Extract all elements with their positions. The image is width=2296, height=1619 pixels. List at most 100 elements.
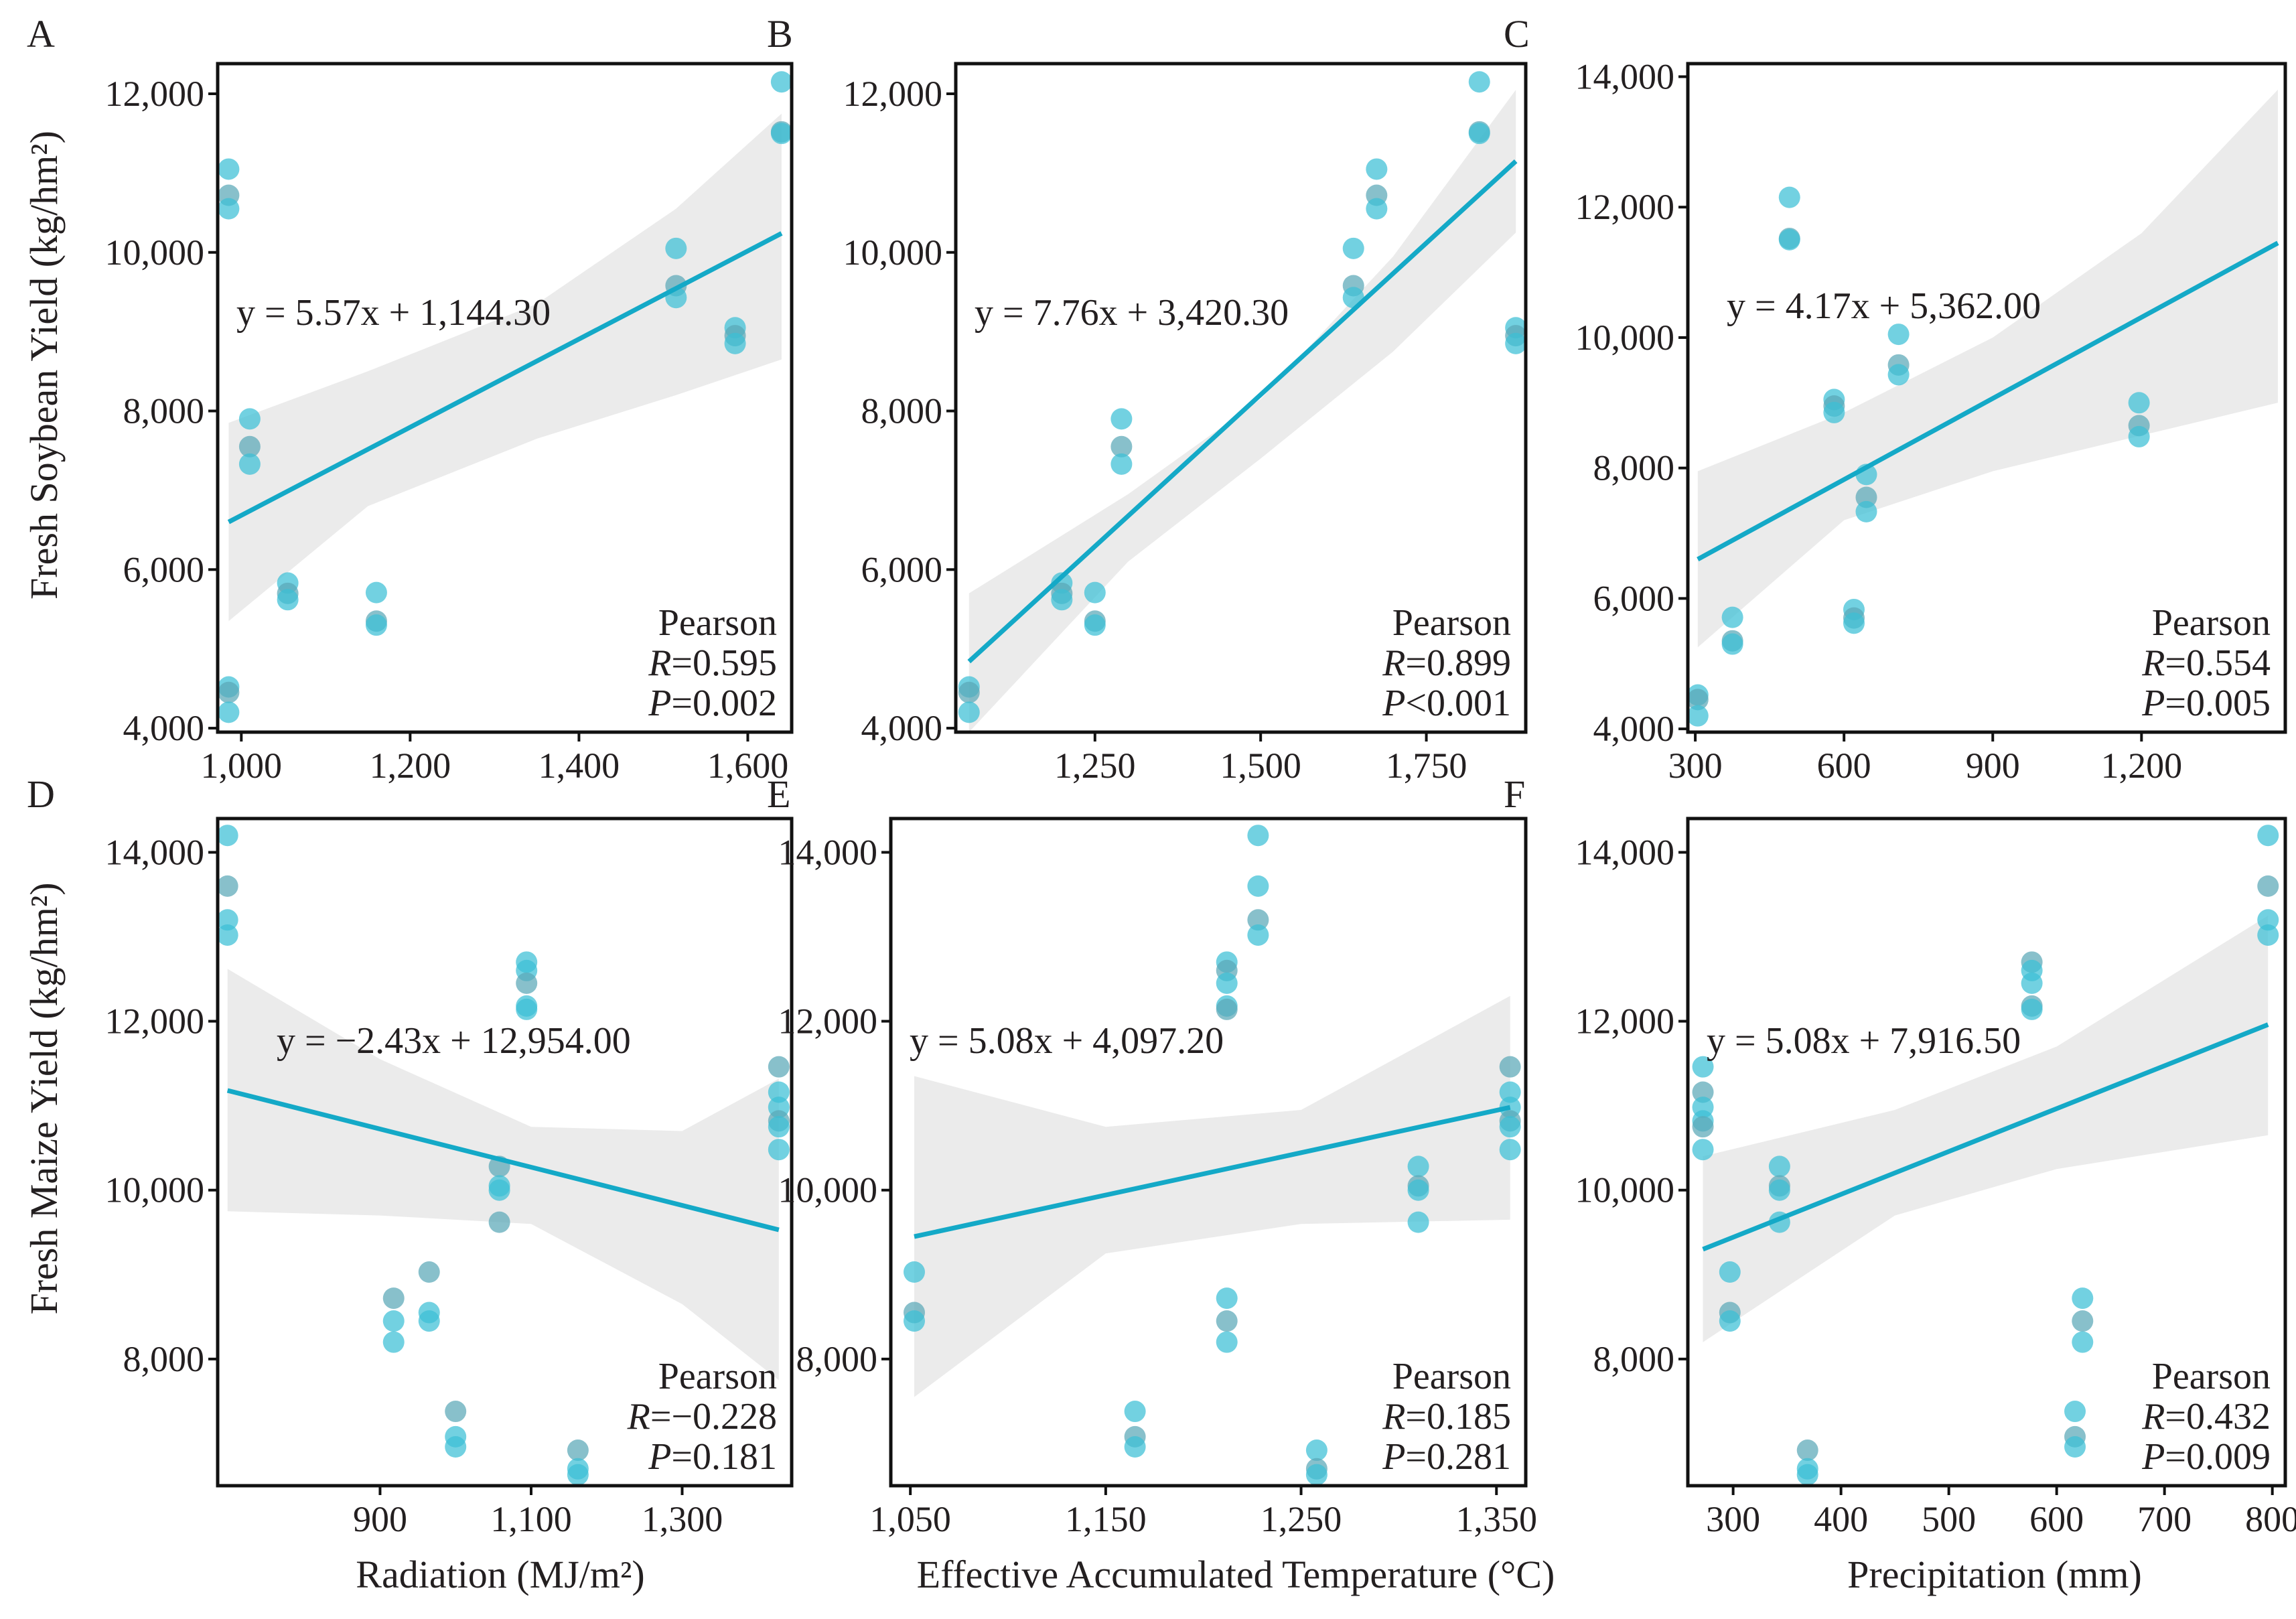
- y-tick-label: 6,000: [123, 549, 205, 589]
- confidence-band: [914, 995, 1510, 1397]
- panel-e: 8,000 10,000 12,000 14,000 1,050 1,150 1,250 1,…: [767, 772, 1537, 1539]
- x-tick-label: 600: [1817, 746, 1871, 786]
- pearson-p: P=0.005: [2141, 683, 2271, 724]
- data-point: [2257, 924, 2279, 946]
- data-point: [218, 681, 240, 703]
- data-point: [2064, 1436, 2086, 1458]
- x-tick-label: 1,500: [1220, 746, 1301, 786]
- data-point: [1687, 689, 1709, 711]
- data-point: [1124, 1436, 1146, 1458]
- data-point: [516, 972, 538, 994]
- y-tick-label: 8,000: [1593, 1339, 1675, 1379]
- regression-equation: y = 5.08x + 7,916.50: [1707, 1020, 2021, 1062]
- data-point: [958, 701, 980, 723]
- y-tick-label: 8,000: [1593, 448, 1675, 488]
- plot-frame: [1686, 817, 2287, 1488]
- data-point: [1305, 1439, 1328, 1462]
- data-point: [1247, 875, 1269, 897]
- panel-letter: D: [27, 772, 55, 816]
- x-tick-label: 1,400: [539, 746, 620, 786]
- pearson-title: Pearson: [1392, 1356, 1511, 1397]
- p-value: <0.001: [1405, 683, 1511, 724]
- plot-frame: [216, 62, 794, 734]
- plot-frame: [954, 62, 1528, 734]
- pearson-p: P=0.009: [2141, 1436, 2271, 1478]
- data-point: [1796, 1464, 1818, 1486]
- data-point: [365, 581, 387, 604]
- data-point: [1084, 614, 1106, 636]
- x-tick-label: 1,150: [1065, 1499, 1147, 1539]
- data-point: [904, 1261, 926, 1283]
- data-point: [1768, 1179, 1790, 1201]
- data-point: [1305, 1464, 1328, 1486]
- regression-equation: y = 5.08x + 4,097.20: [910, 1020, 1224, 1062]
- y-tick-label: 6,000: [1593, 578, 1675, 618]
- data-point: [2128, 392, 2150, 414]
- data-point: [1216, 998, 1238, 1020]
- regression-equation: y = 4.17x + 5,362.00: [1727, 285, 2041, 327]
- x-tick-label: 1,300: [642, 1499, 723, 1539]
- pearson-r: R=0.899: [1382, 642, 1511, 684]
- y-tick-label: 10,000: [843, 232, 943, 273]
- data-point: [770, 123, 792, 145]
- data-point: [2072, 1331, 2094, 1353]
- p-value: =0.005: [2165, 683, 2271, 724]
- data-point: [216, 825, 238, 847]
- x-tick-label: 1,600: [707, 746, 789, 786]
- x-tick-label: 1,200: [370, 746, 451, 786]
- y-tick-label: 8,000: [861, 391, 943, 431]
- data-point: [1110, 435, 1133, 457]
- y-tick-label: 10,000: [105, 232, 205, 273]
- data-point: [1887, 324, 1910, 346]
- panel-c: 4,000 6,000 8,000 10,000 12,000 14,000 300 600 9…: [1504, 12, 2287, 786]
- data-point: [2257, 909, 2279, 931]
- data-point: [2128, 425, 2150, 447]
- pearson-title: Pearson: [2152, 1356, 2271, 1397]
- plot-frame: [1686, 62, 2287, 734]
- data-point: [1505, 332, 1527, 354]
- pearson-p: P=0.002: [648, 683, 777, 724]
- x-tick-label: 1,350: [1455, 1499, 1537, 1539]
- data-point: [1692, 1056, 1714, 1078]
- data-point: [488, 1179, 510, 1201]
- confidence-band: [1697, 89, 2278, 648]
- data-point: [1084, 581, 1106, 604]
- x-tick-label: 1,750: [1386, 746, 1467, 786]
- panel-b: 4,000 6,000 8,000 10,000 12,000 1,250 1,500 1,7…: [767, 12, 1528, 786]
- x-tick-label: 600: [2029, 1499, 2084, 1539]
- x-axis-title-radiation: Radiation (MJ/m²): [356, 1553, 644, 1596]
- y-tick-label: 12,000: [105, 74, 205, 114]
- p-symbol: P: [1382, 1436, 1405, 1478]
- data-point: [567, 1439, 589, 1462]
- panel-letter: F: [1504, 772, 1525, 816]
- y-tick-label: 4,000: [1593, 709, 1675, 749]
- panels: 4,000 6,000 8,000 10,000 12,000 1,000 1,200 1,4…: [27, 12, 2296, 1539]
- y-axis-title-maize: Fresh Maize Yield (kg/hm²): [22, 882, 66, 1314]
- y-tick-label: 12,000: [778, 1001, 878, 1042]
- y-tick-label: 4,000: [861, 708, 943, 748]
- data-point: [1721, 606, 1743, 628]
- data-point: [488, 1211, 510, 1233]
- y-tick-label: 10,000: [1575, 318, 1675, 358]
- p-value: =0.181: [671, 1436, 777, 1478]
- pearson-p: P=0.181: [648, 1436, 777, 1478]
- p-symbol: P: [648, 1436, 671, 1478]
- r-value: =0.432: [2165, 1396, 2271, 1437]
- data-point: [1247, 825, 1269, 847]
- y-tick-label: 12,000: [105, 1001, 205, 1042]
- data-point: [382, 1310, 405, 1332]
- data-point: [2257, 825, 2279, 847]
- data-point: [1051, 589, 1073, 611]
- y-tick-label: 6,000: [861, 549, 943, 589]
- regression-line: [1702, 1022, 2269, 1252]
- r-symbol: R: [627, 1396, 650, 1437]
- data-point: [1216, 972, 1238, 994]
- data-point: [1247, 909, 1269, 931]
- data-point: [1692, 1116, 1714, 1138]
- y-tick-label: 12,000: [1575, 1001, 1675, 1042]
- data-point: [218, 701, 240, 723]
- plot-frame: [216, 817, 794, 1488]
- data-point: [1124, 1401, 1146, 1423]
- data-point: [365, 614, 387, 636]
- r-value: =−0.228: [650, 1396, 777, 1437]
